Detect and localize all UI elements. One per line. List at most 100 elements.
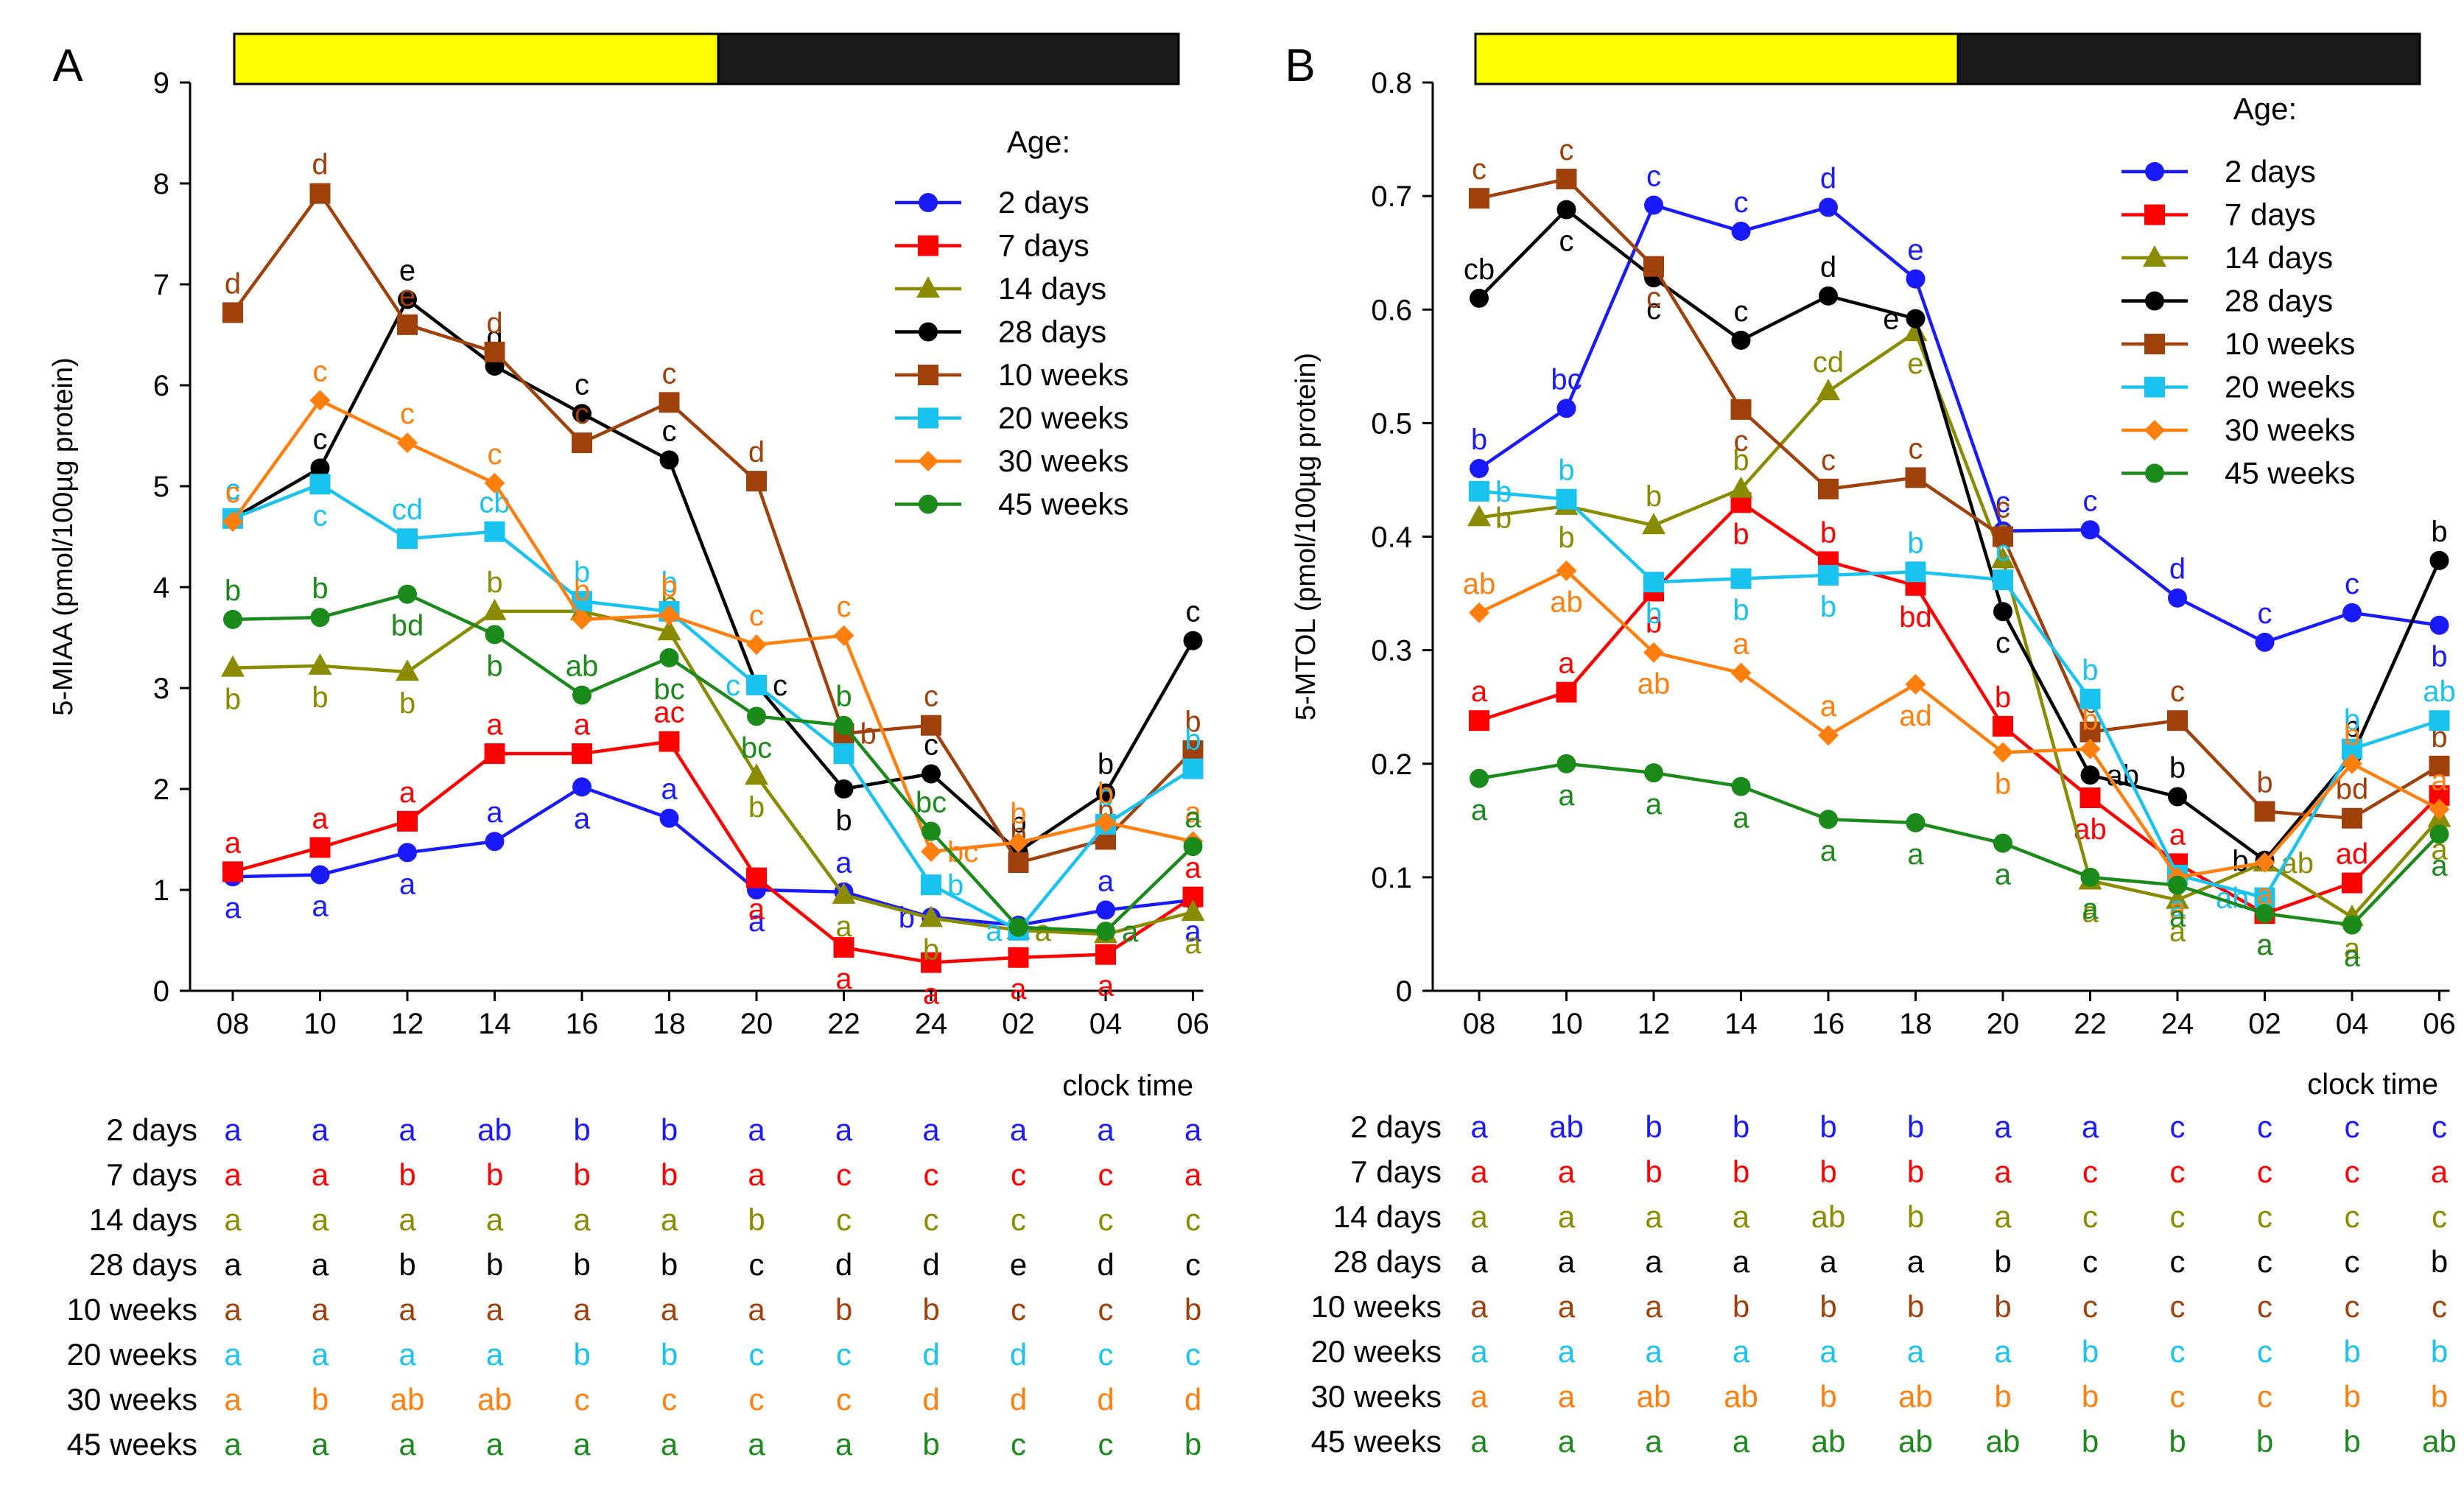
- significance-letter: a: [1035, 915, 1052, 947]
- significance-letter: c: [575, 398, 589, 430]
- legend-label: 10 weeks: [998, 357, 1129, 392]
- light-phase-bar: [233, 32, 720, 85]
- significance-letter: a: [1184, 852, 1201, 885]
- table-cell: ab: [2422, 1424, 2457, 1459]
- series-10-weeks: ddedccdbcbbb: [222, 149, 1204, 874]
- significance-letter: ac: [653, 697, 684, 729]
- significance-letter: ab: [1550, 586, 1583, 619]
- table-row-label: 14 days: [1333, 1199, 1442, 1234]
- data-point: [1182, 758, 1204, 779]
- significance-letter: c: [924, 729, 938, 761]
- legend-label: 2 days: [998, 185, 1089, 220]
- significance-letter: d: [2169, 553, 2186, 586]
- data-point: [659, 808, 679, 828]
- table-cell: b: [2343, 1424, 2360, 1459]
- table-cell: c: [2345, 1199, 2360, 1234]
- table-cell: a: [1733, 1334, 1750, 1369]
- significance-letter: a: [1995, 859, 2012, 891]
- data-point: [1731, 330, 1751, 350]
- significance-letter: bd: [391, 610, 424, 642]
- table-cell: b: [661, 1337, 678, 1372]
- table-cell: b: [1184, 1292, 1201, 1327]
- table-cell: c: [2257, 1289, 2272, 1324]
- significance-letter: b: [1010, 798, 1026, 830]
- table-row-label: 30 weeks: [1311, 1379, 1442, 1414]
- significance-letter: ad: [2336, 838, 2369, 871]
- table-cell: c: [575, 1382, 590, 1417]
- table-cell: a: [1645, 1424, 1663, 1459]
- table-cell: c: [2170, 1289, 2186, 1324]
- data-point: [309, 390, 331, 411]
- table-cell: a: [2431, 1154, 2449, 1189]
- x-tick-label: 14: [478, 1008, 511, 1040]
- table-cell: a: [399, 1427, 416, 1462]
- table-row-label: 10 weeks: [1311, 1289, 1442, 1324]
- data-point: [1991, 547, 2015, 569]
- data-point: [309, 474, 331, 495]
- significance-letter: c: [225, 474, 240, 506]
- table-cell: b: [1819, 1109, 1836, 1144]
- x-tick-label: 06: [1176, 1008, 1210, 1040]
- data-point: [1183, 631, 1203, 650]
- significance-letter: a: [1184, 916, 1201, 948]
- table-cell: a: [1733, 1199, 1750, 1234]
- table-cell: d: [1010, 1382, 1027, 1417]
- table-cell: b: [2343, 1334, 2360, 1369]
- data-point: [572, 608, 592, 630]
- series-line: [231, 190, 1195, 865]
- data-point: [2342, 807, 2362, 829]
- significance-letter: a: [225, 892, 242, 925]
- significance-letter: c: [1646, 160, 1661, 192]
- significance-letter: b: [2256, 766, 2272, 799]
- data-point: [1182, 740, 1204, 761]
- table-cell: b: [1994, 1289, 2011, 1324]
- significance-letter: c: [1734, 186, 1749, 219]
- table-cell: c: [2345, 1109, 2360, 1144]
- table-cell: a: [399, 1202, 416, 1237]
- table-cell: a: [661, 1292, 678, 1327]
- table-cell: b: [1907, 1154, 1924, 1189]
- data-point: [2079, 688, 2101, 709]
- table-cell: c: [2432, 1289, 2447, 1324]
- table-cell: d: [922, 1337, 939, 1372]
- significance-letter: a: [2256, 929, 2273, 961]
- data-point: [1729, 476, 1753, 498]
- data-point: [2429, 755, 2450, 776]
- significance-letter: a: [835, 847, 852, 880]
- legend-label: 10 weeks: [2225, 326, 2355, 361]
- data-point: [2168, 588, 2187, 608]
- data-point: [921, 952, 941, 973]
- significance-letter: ab: [566, 650, 599, 683]
- data-point: [1819, 286, 1838, 306]
- data-point: [659, 605, 680, 626]
- table-cell: a: [1184, 1112, 1202, 1147]
- table-cell: b: [2431, 1379, 2448, 1414]
- data-point: [1993, 526, 2013, 547]
- significance-letter: c: [924, 681, 938, 713]
- table-cell: a: [1558, 1154, 1576, 1189]
- table-cell: a: [224, 1247, 242, 1282]
- table-cell: a: [1558, 1424, 1576, 1459]
- table-cell: a: [224, 1292, 242, 1327]
- table-cell: a: [312, 1112, 329, 1147]
- table-cell: b: [922, 1427, 939, 1462]
- table-row-label: 7 days: [1350, 1154, 1442, 1189]
- table-cell: b: [2169, 1424, 2186, 1459]
- significance-letter: bc: [653, 673, 684, 706]
- x-tick-label: 22: [827, 1008, 860, 1040]
- significance-letter: c: [1646, 293, 1661, 326]
- table-row-label: 20 weeks: [1311, 1334, 1442, 1369]
- table-cell: a: [1470, 1154, 1488, 1189]
- table-cell: b: [573, 1337, 590, 1372]
- data-point: [397, 432, 418, 454]
- y-tick-label: 8: [153, 168, 169, 200]
- significance-letter: a: [748, 894, 765, 926]
- y-tick-label: 6: [153, 370, 169, 402]
- data-point: [1181, 899, 1205, 922]
- x-tick-label: 10: [1550, 1008, 1583, 1040]
- data-point: [1556, 399, 1576, 418]
- table-cell: c: [749, 1337, 765, 1372]
